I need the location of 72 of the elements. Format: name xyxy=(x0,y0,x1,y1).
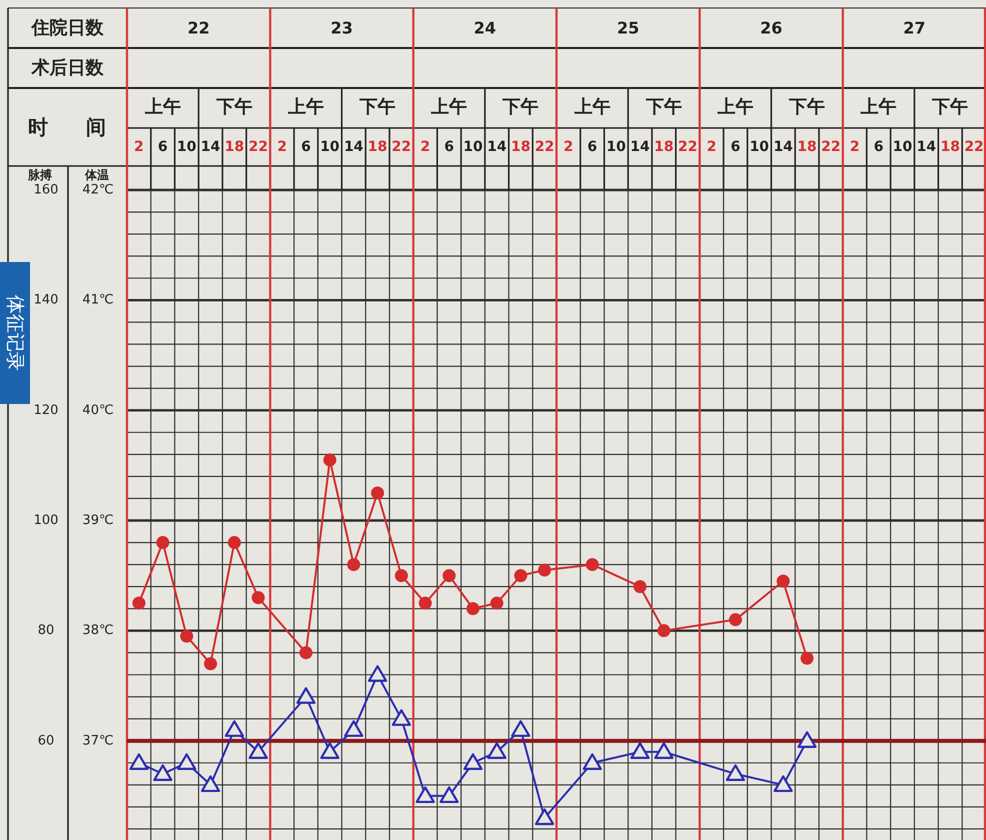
text: 上午 xyxy=(144,96,181,118)
text: 下午 xyxy=(788,96,826,118)
x-tick-label: 6 xyxy=(730,139,740,155)
x-tick-label: 18 xyxy=(510,139,530,155)
x-tick-label: 2 xyxy=(850,139,860,155)
text: 术后日数 xyxy=(30,58,104,78)
y2-tick-label: 42℃ xyxy=(82,182,114,198)
x-tick-label: 22 xyxy=(678,139,698,155)
y-axis-title: 脉搏 xyxy=(27,168,52,182)
text: 下午 xyxy=(358,96,396,118)
x-tick-label: 18 xyxy=(224,139,244,155)
text: 23 xyxy=(330,18,353,38)
x-tick-label: 10 xyxy=(463,139,483,155)
text: 上午 xyxy=(860,96,897,118)
x-tick-label: 14 xyxy=(773,139,794,155)
x-tick-label: 22 xyxy=(248,139,268,155)
x-tick-label: 18 xyxy=(368,139,388,155)
y-tick-label: 80 xyxy=(38,623,54,638)
x-tick-label: 2 xyxy=(564,139,574,155)
text: 22 xyxy=(187,18,210,38)
x-tick-label: 10 xyxy=(176,139,197,155)
text: 26 xyxy=(760,18,782,38)
x-tick-label: 22 xyxy=(964,139,984,155)
y2-tick-label: 40℃ xyxy=(82,402,114,418)
x-tick-label: 14 xyxy=(916,139,936,155)
text: 27 xyxy=(903,18,926,38)
y-tick-label: 120 xyxy=(34,402,58,418)
text: 时间 xyxy=(28,115,106,139)
y2-axis-title: 体温 xyxy=(84,168,109,182)
x-tick-label: 10 xyxy=(892,139,912,155)
x-tick-label: 14 xyxy=(200,139,221,155)
y2-tick-label: 41℃ xyxy=(82,292,114,308)
y-tick-label: 140 xyxy=(34,292,58,308)
text: 上午 xyxy=(286,96,324,118)
text: 住院日数 xyxy=(30,18,104,38)
x-tick-label: 22 xyxy=(392,139,412,155)
x-tick-label: 2 xyxy=(134,139,144,155)
x-tick-label: 2 xyxy=(277,139,287,155)
y2-tick-label: 38℃ xyxy=(82,623,114,638)
y-tick-label: 100 xyxy=(34,513,58,528)
x-tick-label: 10 xyxy=(750,139,770,155)
x-tick-label: 10 xyxy=(320,139,340,155)
x-tick-label: 22 xyxy=(821,139,841,155)
x-tick-label: 14 xyxy=(487,139,507,155)
x-tick-label: 14 xyxy=(344,139,364,155)
x-tick-label: 22 xyxy=(534,139,554,155)
text: 下午 xyxy=(502,96,539,118)
x-tick-label: 2 xyxy=(706,139,716,155)
text: 下午 xyxy=(215,96,252,118)
y2-tick-label: 39℃ xyxy=(82,513,114,528)
text: 25 xyxy=(616,18,640,38)
x-tick-label: 6 xyxy=(158,139,168,155)
text: 体征记录 xyxy=(4,295,26,371)
text: 下午 xyxy=(931,96,968,118)
x-tick-label: 6 xyxy=(587,139,598,155)
y2-tick-label: 37℃ xyxy=(82,733,114,748)
x-tick-label: 18 xyxy=(797,139,817,155)
text: 上午 xyxy=(430,96,468,118)
text: 上午 xyxy=(716,96,754,118)
x-tick-label: 6 xyxy=(301,139,311,155)
x-tick-label: 18 xyxy=(654,139,674,155)
x-tick-label: 2 xyxy=(420,139,430,155)
text: 上午 xyxy=(573,96,610,118)
text: 24 xyxy=(474,18,496,38)
y-tick-label: 160 xyxy=(34,182,58,198)
x-tick-label: 10 xyxy=(606,139,626,155)
x-tick-label: 18 xyxy=(940,139,960,155)
x-tick-label: 14 xyxy=(630,139,650,155)
x-tick-label: 6 xyxy=(444,139,454,155)
x-tick-label: 6 xyxy=(874,139,884,155)
text: 下午 xyxy=(644,96,682,118)
y-tick-label: 60 xyxy=(38,733,54,748)
